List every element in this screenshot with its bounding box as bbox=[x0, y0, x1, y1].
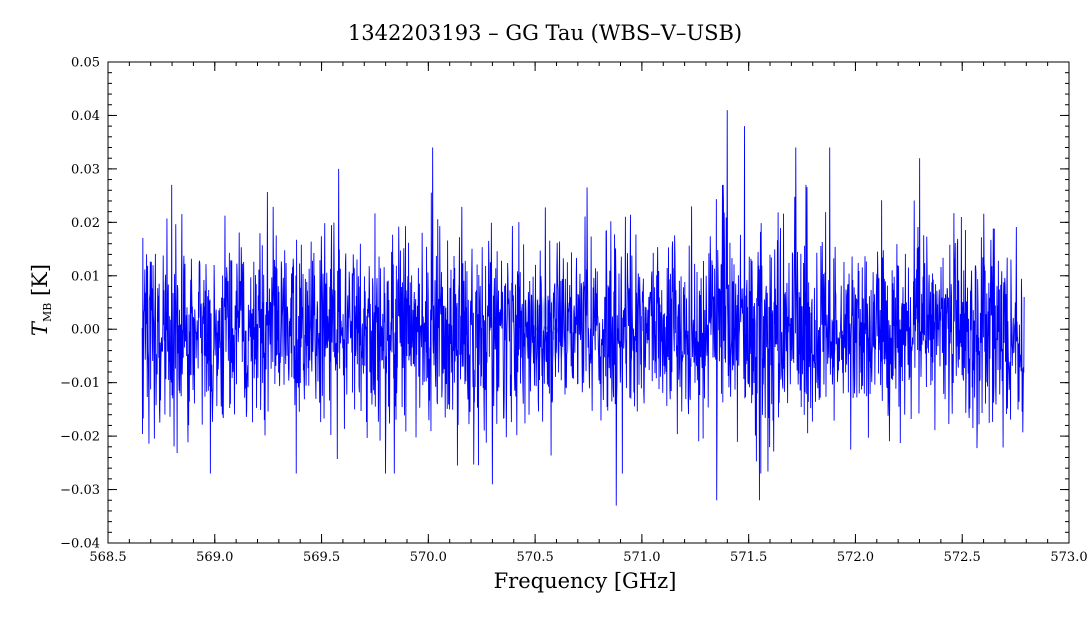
x-tick-label: 571.5 bbox=[730, 550, 767, 565]
x-tick-label: 569.5 bbox=[303, 550, 340, 565]
y-tick-label: 0.04 bbox=[71, 109, 100, 124]
y-tick-label: 0.01 bbox=[71, 269, 100, 284]
x-tick-label: 573.0 bbox=[1050, 550, 1087, 565]
x-axis-label: Frequency [GHz] bbox=[494, 569, 677, 593]
chart-title: 1342203193 – GG Tau (WBS–V–USB) bbox=[348, 21, 742, 45]
x-tick-label: 569.0 bbox=[196, 550, 233, 565]
x-tick-label: 571.0 bbox=[623, 550, 660, 565]
tick-labels: 568.5 569.0 569.5 570.0 570.5 571.0 571.5 572.0… bbox=[60, 56, 1087, 566]
plot-frame bbox=[107, 61, 1070, 544]
y-axis-label-unit: [K] bbox=[28, 264, 52, 303]
y-tick-label: −0.04 bbox=[60, 537, 100, 552]
x-tick-label: 568.5 bbox=[89, 550, 126, 565]
y-axis-label-subscript: MB bbox=[41, 303, 54, 322]
y-axis-label: TMB [K] bbox=[28, 264, 54, 336]
axis-ticks bbox=[107, 61, 1070, 544]
x-tick-label: 572.5 bbox=[944, 550, 981, 565]
x-tick-label: 570.5 bbox=[517, 550, 554, 565]
y-tick-label: 0.02 bbox=[71, 216, 100, 231]
y-tick-label: 0.05 bbox=[71, 56, 100, 71]
y-tick-label: 0.00 bbox=[71, 323, 100, 338]
y-tick-label: 0.03 bbox=[71, 162, 100, 177]
spectrum-series bbox=[141, 110, 1025, 506]
y-tick-label: −0.02 bbox=[60, 430, 100, 445]
spectrum-line bbox=[141, 110, 1025, 506]
x-tick-label: 572.0 bbox=[837, 550, 874, 565]
y-tick-label: −0.01 bbox=[60, 376, 100, 391]
y-tick-label: −0.03 bbox=[60, 483, 100, 498]
y-axis-label-symbol: T bbox=[28, 320, 52, 336]
x-tick-label: 570.0 bbox=[410, 550, 447, 565]
